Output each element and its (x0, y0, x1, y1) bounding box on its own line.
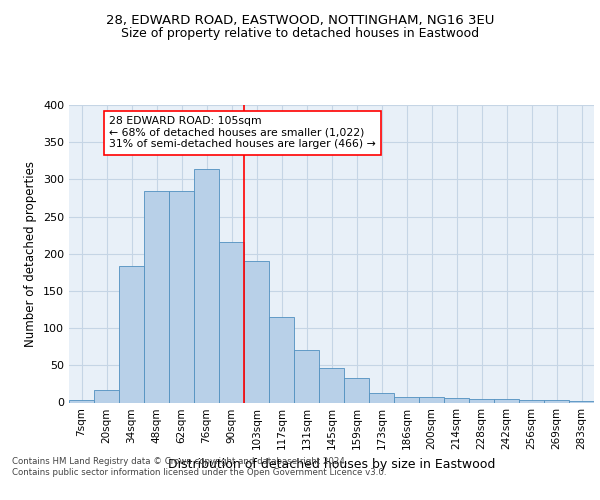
Bar (469, 399, 494, 402)
Bar (169, 190, 194, 402)
X-axis label: Distribution of detached houses by size in Eastwood: Distribution of detached houses by size … (168, 458, 495, 471)
Text: Contains HM Land Registry data © Crown copyright and database right 2024.
Contai: Contains HM Land Registry data © Crown c… (12, 458, 386, 477)
Bar (69, 400, 94, 402)
Bar (494, 399, 519, 402)
Bar (519, 400, 544, 402)
Y-axis label: Number of detached properties: Number of detached properties (25, 161, 37, 347)
Bar (94, 390, 119, 402)
Bar (344, 378, 369, 402)
Bar (419, 398, 444, 402)
Bar (319, 368, 344, 402)
Bar (119, 266, 144, 402)
Bar (294, 350, 319, 403)
Bar (544, 400, 569, 402)
Bar (244, 261, 269, 402)
Text: Size of property relative to detached houses in Eastwood: Size of property relative to detached ho… (121, 27, 479, 40)
Bar (569, 401, 594, 402)
Text: 28 EDWARD ROAD: 105sqm
← 68% of detached houses are smaller (1,022)
31% of semi-: 28 EDWARD ROAD: 105sqm ← 68% of detached… (109, 116, 376, 150)
Text: 28, EDWARD ROAD, EASTWOOD, NOTTINGHAM, NG16 3EU: 28, EDWARD ROAD, EASTWOOD, NOTTINGHAM, N… (106, 14, 494, 27)
Bar (144, 192, 169, 402)
Bar (194, 169, 219, 402)
Bar (219, 242, 244, 402)
Bar (394, 396, 419, 402)
Bar (444, 398, 469, 402)
Bar (369, 393, 394, 402)
Bar (269, 317, 294, 402)
